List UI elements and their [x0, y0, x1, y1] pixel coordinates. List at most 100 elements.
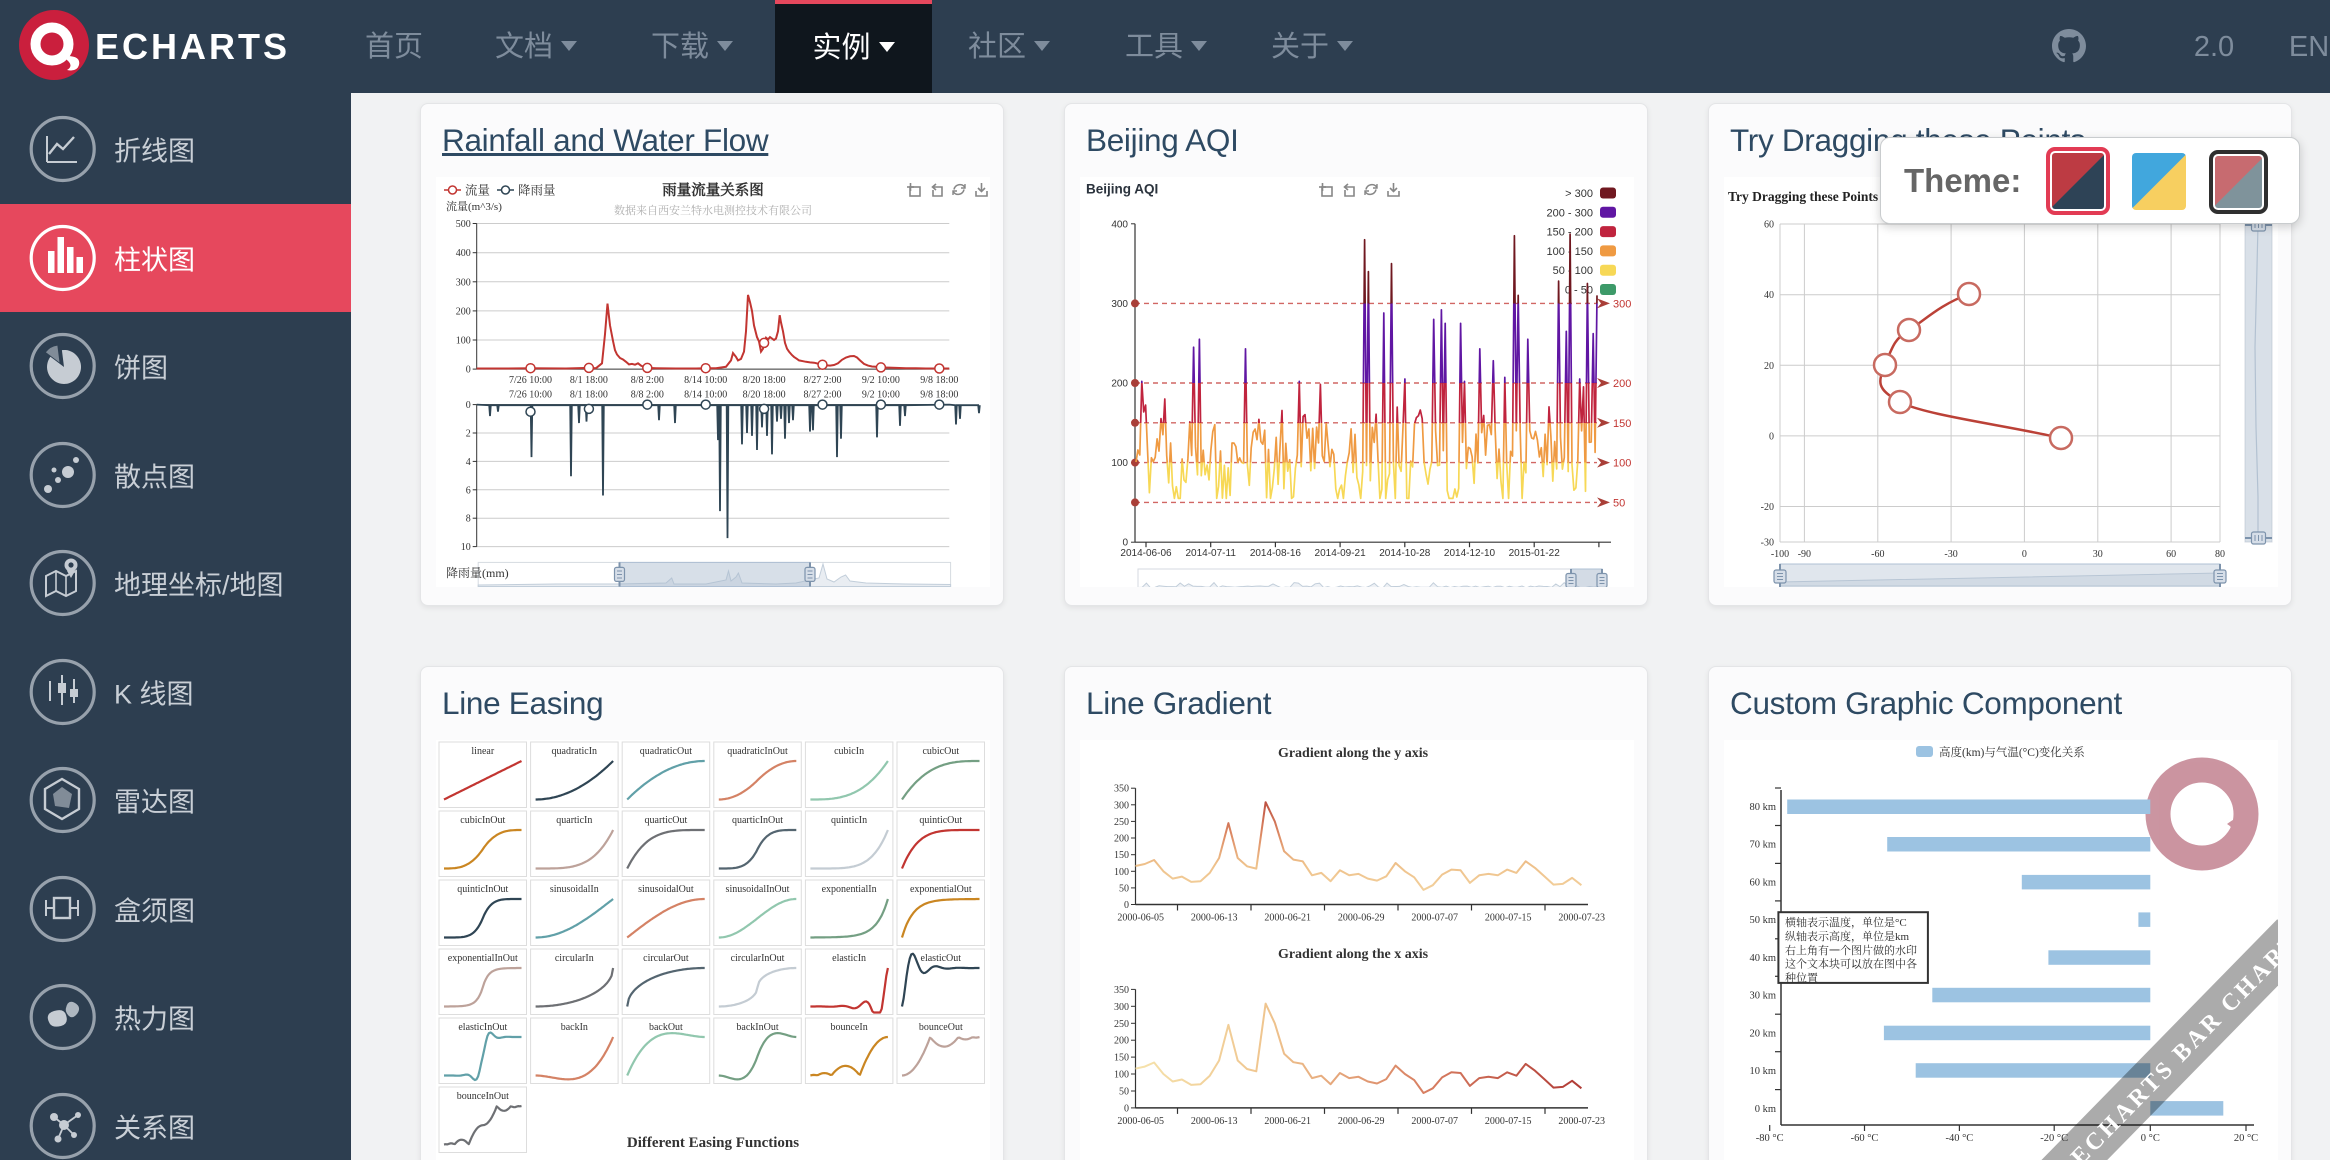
svg-text:50: 50 — [1119, 883, 1129, 894]
svg-text:Gradient along the y axis: Gradient along the y axis — [1278, 746, 1429, 761]
svg-text:bounceIn: bounceIn — [830, 1022, 867, 1033]
svg-text:2000-07-23: 2000-07-23 — [1558, 913, 1605, 924]
svg-text:100: 100 — [1114, 1070, 1129, 1081]
svg-text:2000-07-15: 2000-07-15 — [1485, 913, 1532, 924]
svg-text:cubicInOut: cubicInOut — [460, 815, 505, 826]
svg-text:2000-07-07: 2000-07-07 — [1411, 913, 1458, 924]
svg-text:backInOut: backInOut — [736, 1022, 778, 1033]
svg-text:exponentialInOut: exponentialInOut — [448, 953, 518, 964]
svg-text:60: 60 — [2166, 549, 2176, 560]
svg-text:2000-06-13: 2000-06-13 — [1191, 1116, 1238, 1127]
svg-text:2014-06-06: 2014-06-06 — [1120, 548, 1172, 559]
svg-text:2000-06-21: 2000-06-21 — [1264, 1116, 1311, 1127]
svg-text:-20: -20 — [1761, 502, 1774, 513]
svg-text:70 km: 70 km — [1749, 840, 1776, 851]
svg-text:Different Easing Functions: Different Easing Functions — [627, 1135, 799, 1151]
svg-text:-30: -30 — [1944, 549, 1957, 560]
svg-text:200 - 300: 200 - 300 — [1547, 207, 1593, 219]
svg-text:2000-07-07: 2000-07-07 — [1411, 1116, 1458, 1127]
svg-text:8/8 2:00: 8/8 2:00 — [631, 390, 664, 401]
svg-text:8/20 18:00: 8/20 18:00 — [743, 375, 786, 386]
svg-text:quadraticOut: quadraticOut — [640, 746, 692, 757]
svg-text:cubicOut: cubicOut — [922, 746, 959, 757]
svg-text:4: 4 — [466, 457, 471, 468]
svg-text:40 km: 40 km — [1749, 953, 1776, 964]
svg-text:10 km: 10 km — [1749, 1066, 1776, 1077]
svg-text:exponentialIn: exponentialIn — [822, 884, 877, 895]
svg-text:20: 20 — [1764, 361, 1774, 372]
svg-text:150: 150 — [1114, 1053, 1129, 1064]
svg-text:-80 °C: -80 °C — [1756, 1133, 1784, 1144]
svg-text:300: 300 — [1111, 299, 1128, 310]
svg-text:Gradient along the x axis: Gradient along the x axis — [1278, 947, 1429, 962]
svg-text:数据来自西安兰特水电测控技术有限公司: 数据来自西安兰特水电测控技术有限公司 — [614, 203, 812, 217]
svg-text:0: 0 — [466, 365, 471, 376]
svg-text:流量(m^3/s): 流量(m^3/s) — [446, 199, 502, 213]
svg-text:8/27 2:00: 8/27 2:00 — [803, 390, 841, 401]
svg-text:2014-12-10: 2014-12-10 — [1444, 548, 1496, 559]
svg-text:300: 300 — [1613, 298, 1631, 310]
svg-text:quarticIn: quarticIn — [556, 815, 592, 826]
svg-text:100: 100 — [456, 336, 471, 347]
svg-text:quarticInOut: quarticInOut — [732, 815, 783, 826]
svg-text:circularOut: circularOut — [643, 953, 689, 964]
svg-text:雨量流量关系图: 雨量流量关系图 — [662, 181, 764, 199]
svg-text:60 km: 60 km — [1749, 878, 1776, 889]
svg-text:0: 0 — [1769, 431, 1774, 442]
svg-text:elasticOut: elasticOut — [921, 953, 962, 964]
svg-text:2014-09-21: 2014-09-21 — [1315, 548, 1367, 559]
svg-text:200: 200 — [1114, 1036, 1129, 1047]
svg-text:80 km: 80 km — [1749, 802, 1776, 813]
svg-text:8/20 18:00: 8/20 18:00 — [743, 390, 786, 401]
svg-text:100: 100 — [1114, 867, 1129, 878]
svg-text:9/2 10:00: 9/2 10:00 — [862, 390, 900, 401]
svg-text:-90: -90 — [1798, 549, 1811, 560]
svg-text:0 - 50: 0 - 50 — [1565, 285, 1593, 297]
svg-text:> 300: > 300 — [1565, 188, 1593, 200]
svg-text:0: 0 — [466, 400, 471, 411]
svg-text:流量: 流量 — [465, 183, 490, 198]
svg-text:降雨量: 降雨量 — [518, 184, 556, 198]
svg-text:quinticOut: quinticOut — [919, 815, 962, 826]
svg-text:-30: -30 — [1761, 538, 1774, 549]
svg-text:7/26 10:00: 7/26 10:00 — [509, 375, 552, 386]
svg-text:0: 0 — [1122, 538, 1128, 549]
svg-text:2000-06-05: 2000-06-05 — [1117, 913, 1164, 924]
svg-text:400: 400 — [456, 248, 471, 259]
svg-text:500: 500 — [456, 219, 471, 230]
svg-text:8/1 18:00: 8/1 18:00 — [570, 375, 608, 386]
svg-text:200: 200 — [1613, 378, 1631, 390]
svg-text:0: 0 — [1124, 1103, 1129, 1114]
svg-text:250: 250 — [1114, 1019, 1129, 1030]
svg-text:-100: -100 — [1771, 549, 1789, 560]
svg-text:30 km: 30 km — [1749, 991, 1776, 1002]
svg-text:350: 350 — [1114, 784, 1129, 795]
svg-text:8/1 18:00: 8/1 18:00 — [570, 390, 608, 401]
svg-text:Beijing AQI: Beijing AQI — [1086, 182, 1158, 197]
svg-text:quadraticInOut: quadraticInOut — [727, 746, 788, 757]
svg-text:2015-01-22: 2015-01-22 — [1509, 548, 1561, 559]
svg-text:8/8 2:00: 8/8 2:00 — [631, 375, 664, 386]
svg-text:横轴表示温度，单位是°C: 横轴表示温度，单位是°C — [1785, 915, 1907, 929]
svg-text:100: 100 — [1613, 458, 1631, 470]
svg-text:exponentialOut: exponentialOut — [910, 884, 972, 895]
svg-text:250: 250 — [1114, 817, 1129, 828]
svg-text:9/2 10:00: 9/2 10:00 — [862, 375, 900, 386]
svg-text:-60 °C: -60 °C — [1851, 1133, 1879, 1144]
svg-text:sinusoidalOut: sinusoidalOut — [638, 884, 694, 895]
svg-text:2000-07-15: 2000-07-15 — [1485, 1116, 1532, 1127]
svg-text:0 °C: 0 °C — [2141, 1133, 2160, 1144]
svg-text:2000-06-29: 2000-06-29 — [1338, 1116, 1385, 1127]
svg-text:quinticInOut: quinticInOut — [457, 884, 508, 895]
svg-text:2000-06-21: 2000-06-21 — [1264, 913, 1311, 924]
svg-text:2: 2 — [466, 429, 471, 440]
svg-text:8: 8 — [466, 514, 471, 525]
svg-text:-40 °C: -40 °C — [1945, 1133, 1973, 1144]
svg-text:200: 200 — [456, 306, 471, 317]
svg-text:200: 200 — [1111, 379, 1128, 390]
svg-text:2000-06-05: 2000-06-05 — [1117, 1116, 1164, 1127]
svg-text:2000-06-13: 2000-06-13 — [1191, 913, 1238, 924]
svg-text:2014-07-11: 2014-07-11 — [1185, 548, 1236, 559]
svg-text:降雨量(mm): 降雨量(mm) — [446, 566, 509, 580]
svg-text:80: 80 — [2215, 549, 2225, 560]
